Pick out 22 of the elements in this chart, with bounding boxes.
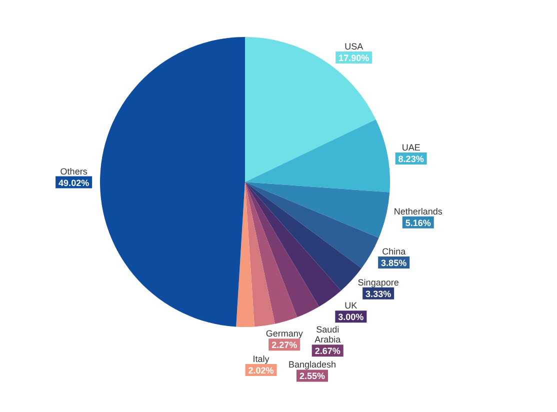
slice-label: Others [60, 166, 88, 176]
slice-label: USA [344, 42, 364, 52]
slice-label: Singapore [358, 277, 399, 288]
data-label: 2.55% [299, 371, 326, 382]
data-label: 2.02% [248, 366, 274, 376]
slice-label: Bangladesh [288, 360, 336, 370]
data-label: 2.67% [314, 346, 340, 356]
data-label: 8.23% [398, 154, 424, 164]
slice-label: Germany [266, 328, 304, 339]
slice-label: Italy [252, 354, 270, 364]
data-label: 17.90% [338, 53, 370, 64]
data-label: 3.85% [381, 258, 407, 268]
slice-label: UAE [402, 142, 420, 152]
slice-label: Netherlands [394, 206, 443, 216]
data-label: 2.27% [272, 340, 298, 350]
data-label: 3.33% [366, 288, 392, 299]
slice-label: Saudi Arabia [314, 324, 341, 345]
slice-label: China [382, 246, 406, 257]
data-label: 3.00% [338, 312, 364, 322]
data-label: 5.16% [405, 218, 431, 228]
data-label: 49.02% [58, 178, 90, 188]
slice-label: UK [344, 300, 358, 311]
